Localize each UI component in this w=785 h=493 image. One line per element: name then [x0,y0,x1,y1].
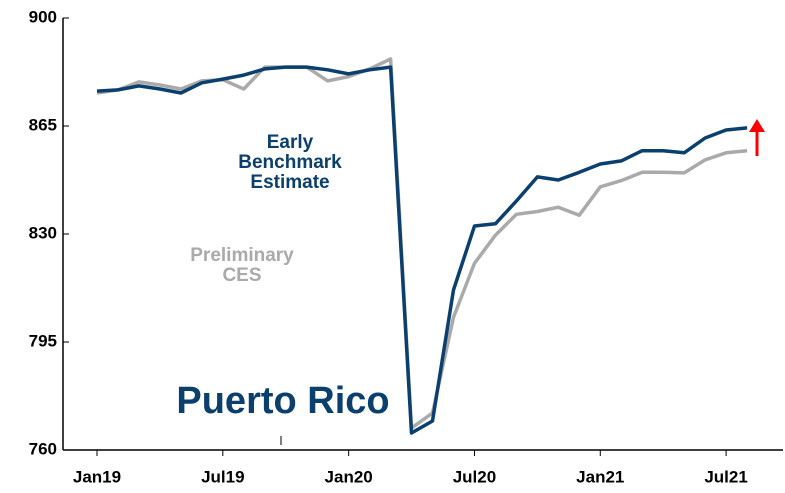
y-tick-label: 830 [29,223,57,242]
x-tick-label: Jul20 [453,467,496,486]
x-tick-label: Jul19 [201,467,244,486]
y-tick-label: 760 [29,439,57,458]
y-tick-label: 795 [29,331,57,350]
chart-title: Puerto Rico [176,380,389,422]
x-tick-label: Jul21 [704,467,747,486]
x-tick-label: Jan21 [576,467,624,486]
y-tick-label: 865 [29,115,57,134]
legend-label: CES [222,265,261,286]
legend-label: Benchmark [238,152,342,173]
x-tick-label: Jan19 [73,467,121,486]
arrow-head [749,119,765,132]
legend-label: Preliminary [190,245,294,266]
series-line [96,57,748,430]
y-tick-label: 900 [29,7,57,26]
x-tick-label: Jan20 [325,467,373,486]
legend-label: Estimate [250,172,329,193]
legend-label: Early [267,132,314,153]
series-line [96,65,748,435]
